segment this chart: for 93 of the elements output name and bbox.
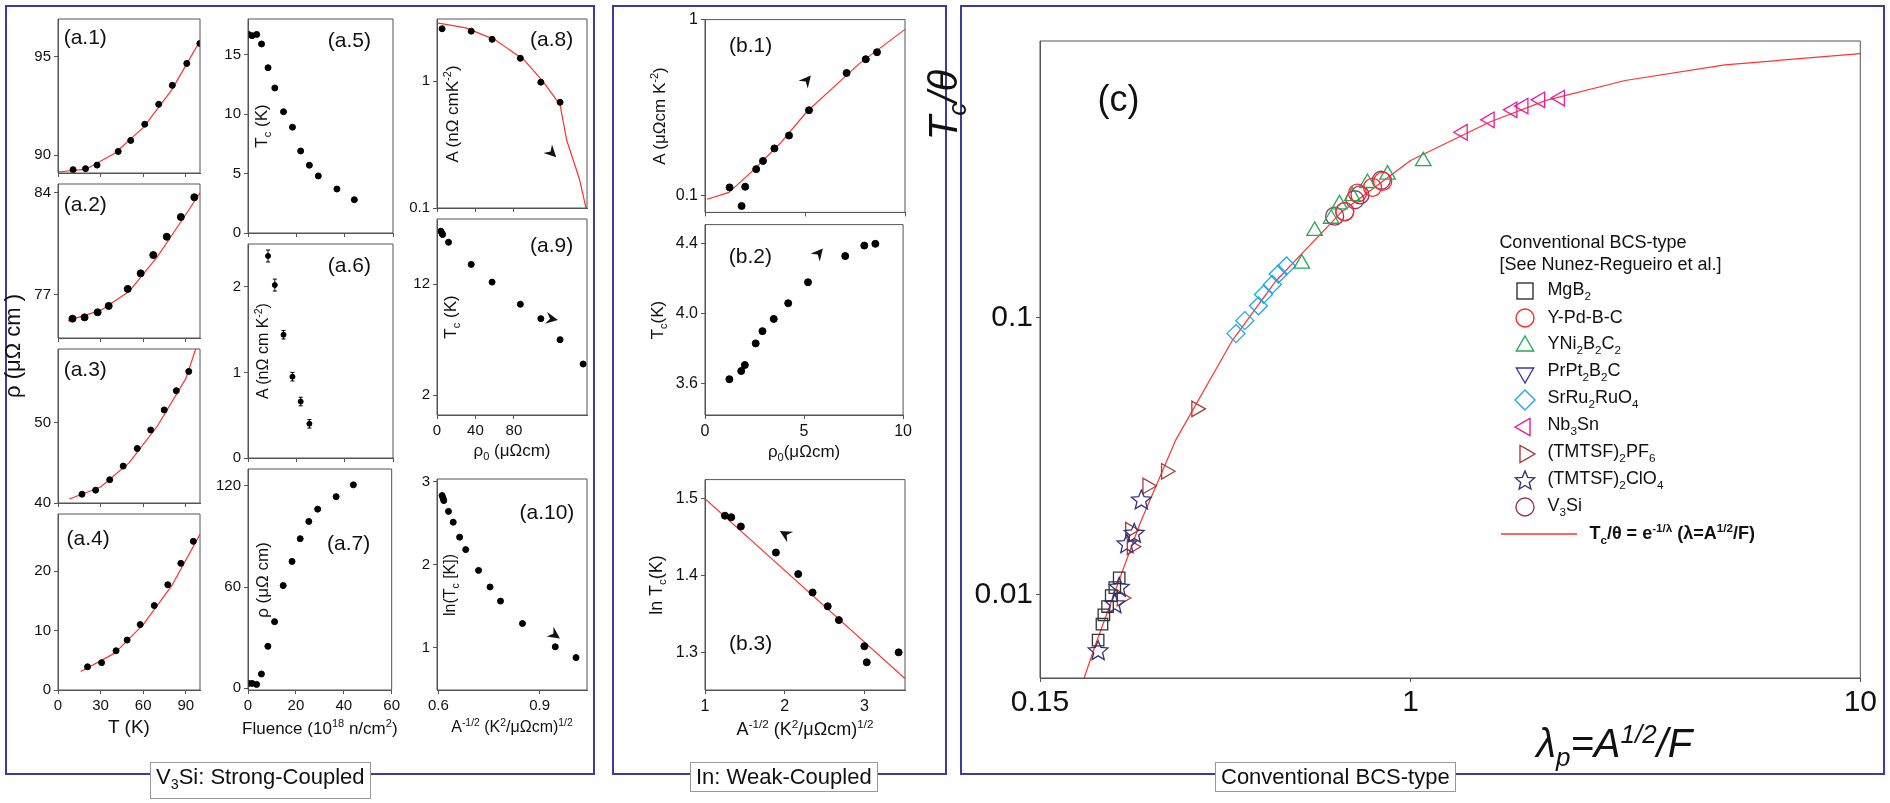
legend-label: MgB$_{2}$ (1547, 278, 1591, 303)
legend-label: T$_{c}$/θ = e$^{-1/λ}$ (λ=A$^{1/2}$/F) (1589, 520, 1756, 547)
y-tick-label: 12 (413, 274, 430, 292)
x-tick-label: 2 (780, 697, 790, 715)
x-tick-label: 80 (505, 421, 523, 439)
x-tick-label: 0.6 (427, 696, 449, 714)
y-tick-label: 15 (224, 44, 241, 62)
legend-label: Y-Pd-B-C (1547, 306, 1623, 329)
annotation: (a.3) (63, 356, 107, 380)
y-tick-label: 0.1 (991, 299, 1033, 333)
annotation: (a.6) (327, 252, 371, 276)
x-tick-label: 0 (700, 422, 710, 440)
text: Conventional BCS-type (1215, 762, 1456, 792)
x-axis-title: ρ$_{0}$(μΩcm) (767, 442, 841, 464)
x-tick-label: 0.15 (1010, 684, 1070, 718)
annotation: (b.2) (728, 243, 772, 267)
legend-label: V$_{3}$Si (1547, 494, 1582, 519)
x-tick-label: 30 (92, 696, 109, 714)
y-tick-label: 1 (689, 10, 699, 28)
text: In: Weak-Coupled (690, 762, 878, 792)
y-tick-label: 20 (34, 561, 51, 579)
y-tick-label: 4.4 (675, 234, 699, 252)
x-tick-label: 1 (700, 697, 710, 715)
annotation: (a.7) (327, 530, 371, 554)
x-tick-label: 5 (799, 422, 809, 440)
y-tick-label: 1.3 (675, 642, 699, 660)
x-tick-label: 0 (243, 696, 253, 714)
annotation: (a.5) (327, 27, 371, 51)
x-tick-label: 1 (1402, 684, 1419, 718)
y-tick-label: 1 (232, 362, 241, 380)
y-tick-label: 0 (232, 448, 241, 466)
x-tick-label: 20 (287, 696, 305, 714)
y-tick-label: 120 (215, 476, 241, 494)
annotation: (b.3) (729, 631, 773, 655)
y-tick-label: 60 (224, 577, 241, 595)
annotation: (a.10) (519, 500, 575, 524)
x-tick-label: 60 (134, 696, 152, 714)
annotation: (a.2) (63, 191, 107, 215)
x-tick-label: 0 (53, 696, 63, 714)
x-tick-label: 90 (177, 696, 195, 714)
y-tick-label: 10 (224, 104, 241, 122)
y-tick-label: 1 (421, 71, 430, 89)
legend-label: (TMTSF)$_{2}$ClO$_{4}$ (1547, 467, 1664, 492)
legend-label: SrRu$_{2}$RuO$_{4}$ (1547, 386, 1639, 411)
y-axis-title: ρ (μΩ cm ) (0, 293, 25, 398)
x-tick-label: 40 (467, 421, 484, 439)
y-tick-label: 1 (421, 637, 430, 655)
y-tick-label: 3 (421, 471, 430, 489)
y-tick-label: 3.6 (675, 373, 699, 391)
y-tick-label: 0 (232, 223, 241, 241)
legend-label: Nb$_{3}$Sn (1547, 413, 1599, 438)
x-tick-label: 10 (1843, 684, 1877, 718)
x-axis-title: T (K) (108, 716, 150, 738)
y-tick-label: 77 (34, 284, 51, 302)
y-tick-label: 10 (34, 620, 51, 638)
x-tick-label: 40 (335, 696, 353, 714)
y-tick-label: 4.0 (675, 304, 699, 322)
y-tick-label: 2 (421, 554, 430, 572)
x-axis-title: A$^{-1/2}$ (K$^{2}$/μΩcm)$^{1/2}$ (736, 717, 874, 740)
legend-label: (TMTSF)$_{2}$PF$_{6}$ (1547, 440, 1656, 465)
x-tick-label: 10 (894, 422, 913, 440)
y-tick-label: 90 (34, 145, 51, 163)
x-tick-label: 0.9 (529, 696, 551, 714)
y-tick-label: 0.1 (409, 198, 430, 216)
y-tick-label: 2 (421, 385, 430, 403)
y-tick-label: 95 (34, 46, 51, 64)
y-tick-label: 0.01 (974, 575, 1033, 609)
y-tick-label: 0.1 (675, 185, 699, 203)
y-tick-label: 1.5 (675, 489, 699, 507)
annotation: (a.1) (63, 25, 107, 49)
y-tick-label: 1.4 (675, 565, 699, 583)
y-tick-label: 5 (232, 163, 241, 181)
y-tick-label: 40 (34, 493, 51, 511)
annotation: (a.9) (530, 232, 574, 256)
x-axis-title: λ$_{p}$=A$^{1/2}$/F (1536, 719, 1693, 773)
text: V$_{3}$Si: Strong-Coupled (150, 762, 371, 800)
x-tick-label: 3 (859, 697, 869, 715)
y-tick-label: 2 (232, 276, 241, 294)
y-axis-title: ρ (μΩ cm) (252, 541, 273, 618)
annotation: (a.8) (530, 26, 574, 50)
legend-label: YNi$_{2}$B$_{2}$C$_{2}$ (1547, 332, 1621, 357)
x-axis-title: ρ$_{0}$ (μΩcm) (473, 441, 551, 463)
x-tick-label: 60 (383, 696, 400, 714)
legend-title: Conventional BCS-type [See Nunez-Regueiro et al.] (1499, 232, 1723, 276)
x-tick-label: 0 (432, 421, 442, 439)
y-tick-label: 50 (34, 412, 51, 430)
y-tick-label: 84 (34, 182, 51, 200)
annotation: (b.1) (729, 33, 773, 57)
legend-label: PrPt$_{2}$B$_{2}$C (1547, 359, 1621, 384)
x-axis-title: Fluence (10$^{18}$ n/cm$^{2}$) (242, 717, 398, 739)
x-axis-title: A$^{-1/2}$ (K$^{2}$/μΩcm)$^{1/2}$ (451, 717, 573, 736)
annotation: (a.4) (66, 526, 110, 550)
annotation: (c) (1097, 78, 1140, 120)
